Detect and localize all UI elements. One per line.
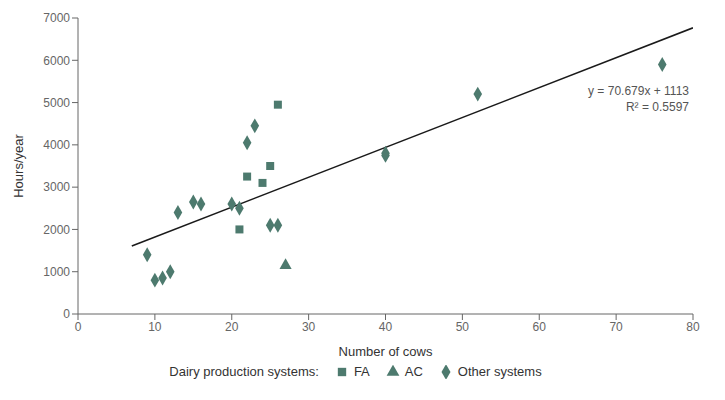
svg-text:3000: 3000 [43, 180, 70, 194]
svg-text:0: 0 [75, 320, 82, 334]
html-text:R² = 0.5597: R² = 0.5597 [626, 100, 689, 115]
html-text:FA: FA [353, 364, 370, 379]
svg-text:1000: 1000 [43, 265, 70, 279]
svg-text:Hours/year: Hours/year [11, 134, 26, 198]
svg-text:20: 20 [225, 320, 239, 334]
svg-text:60: 60 [533, 320, 547, 334]
svg-text:40: 40 [379, 320, 393, 334]
svg-text:6000: 6000 [43, 54, 70, 68]
svg-text:30: 30 [302, 320, 316, 334]
svg-text:80: 80 [686, 320, 700, 334]
svg-text:7000: 7000 [43, 11, 70, 25]
svg-text:5000: 5000 [43, 96, 70, 110]
html-text:y = 70.679x + 1113: y = 70.679x + 1113 [588, 84, 689, 99]
html-text:Other systems: Other systems [457, 364, 542, 379]
svg-text:Number of cows: Number of cows [339, 344, 433, 359]
svg-text:0: 0 [63, 307, 70, 321]
svg-text:50: 50 [456, 320, 470, 334]
svg-text:70: 70 [609, 320, 623, 334]
html-text:Dairy production systems:: Dairy production systems: [169, 364, 319, 379]
svg-text:2000: 2000 [43, 223, 70, 237]
svg-text:10: 10 [148, 320, 162, 334]
html-text:AC: AC [404, 364, 423, 379]
svg-text:4000: 4000 [43, 138, 70, 152]
